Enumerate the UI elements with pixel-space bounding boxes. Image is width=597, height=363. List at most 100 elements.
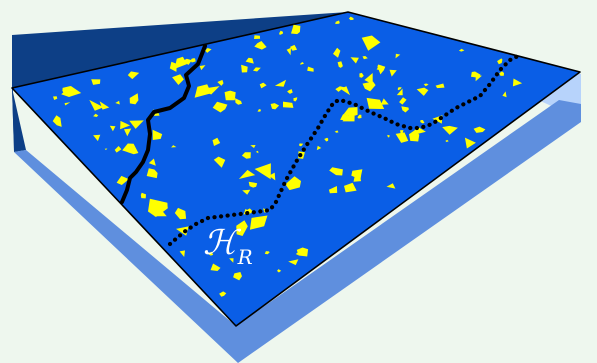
yellow-patch — [257, 109, 262, 112]
yellow-patch — [362, 56, 368, 60]
yellow-patch — [248, 181, 258, 188]
yellow-patch — [337, 61, 343, 68]
yellow-patch — [91, 79, 101, 85]
yellow-patch — [307, 66, 314, 72]
yellow-patch — [122, 143, 139, 155]
yellow-patch — [328, 186, 338, 194]
yellow-patch — [335, 86, 345, 92]
yellow-patch — [254, 35, 261, 39]
yellow-patch — [274, 79, 287, 87]
yellow-patch — [291, 24, 301, 35]
yellow-patch — [397, 87, 402, 91]
yellow-patch — [497, 58, 503, 65]
yellow-patch — [464, 137, 476, 149]
yellow-patch — [499, 71, 504, 76]
yellow-patch — [115, 100, 120, 105]
yellow-patch — [270, 103, 280, 110]
yellow-patch — [343, 107, 358, 117]
yellow-patch — [283, 101, 294, 108]
yellow-patch — [154, 209, 167, 217]
yellow-patch — [52, 115, 62, 127]
yellow-patch — [254, 41, 267, 50]
yellow-patch — [114, 146, 122, 153]
region-symbol: ℋ — [203, 223, 237, 263]
yellow-patch — [99, 101, 110, 110]
yellow-patch — [199, 86, 220, 95]
yellow-patch — [288, 259, 299, 266]
yellow-patch — [93, 134, 101, 142]
yellow-patch — [212, 137, 221, 146]
yellow-patch — [268, 172, 276, 181]
yellow-patch — [399, 97, 407, 105]
yellow-patch — [329, 167, 343, 176]
yellow-patch — [148, 198, 168, 217]
yellow-patch — [359, 72, 364, 78]
yellow-patch — [348, 16, 354, 21]
yellow-patch — [296, 247, 309, 257]
yellow-patch — [335, 20, 340, 24]
yellow-patch — [64, 102, 71, 106]
yellow-patch — [502, 91, 507, 98]
yellow-patch — [279, 30, 283, 35]
yellow-patch — [473, 126, 486, 133]
yellow-patch — [61, 86, 82, 97]
yellow-patch — [253, 67, 261, 72]
yellow-patch — [152, 129, 163, 140]
yellow-patch — [109, 125, 116, 132]
yellow-patch — [286, 47, 291, 56]
yellow-patch — [458, 48, 465, 52]
yellow-patch — [350, 57, 359, 64]
yellow-patch — [182, 58, 192, 65]
yellow-patch — [395, 53, 401, 59]
yellow-patch — [351, 169, 363, 180]
yellow-patch — [212, 101, 228, 113]
yellow-patch — [395, 132, 409, 143]
yellow-patch — [199, 65, 206, 71]
yellow-patch — [340, 86, 350, 96]
yellow-patch — [241, 152, 251, 159]
yellow-patch — [361, 35, 381, 51]
yellow-patch — [250, 145, 256, 148]
yellow-patch — [259, 82, 267, 89]
yellow-patch — [420, 120, 425, 124]
yellow-patch — [333, 47, 341, 58]
yellow-patch — [124, 128, 132, 137]
yellow-patch — [219, 291, 227, 297]
yellow-patch — [104, 148, 108, 151]
yellow-patch — [277, 269, 282, 273]
yellow-patch — [129, 93, 139, 105]
yellow-patch — [140, 192, 146, 199]
yellow-patch — [235, 98, 242, 105]
yellow-patch — [442, 125, 458, 135]
yellow-patch — [172, 74, 184, 85]
yellow-patches — [52, 16, 523, 297]
yellow-patch — [409, 130, 420, 142]
solid-crossing-path — [120, 44, 207, 204]
yellow-patch — [176, 226, 189, 236]
yellow-patch — [148, 158, 156, 166]
yellow-patch — [285, 176, 301, 191]
yellow-patch — [194, 84, 212, 98]
yellow-patch — [146, 168, 158, 179]
yellow-patch — [254, 163, 271, 180]
left-wall-lower — [12, 88, 26, 152]
yellow-patch — [400, 130, 404, 134]
yellow-patch — [210, 263, 221, 271]
yellow-patch — [242, 189, 251, 195]
yellow-patch — [171, 145, 177, 148]
yellow-patch — [324, 137, 329, 142]
yellow-patch — [174, 56, 187, 69]
yellow-patch — [401, 106, 409, 113]
yellow-patch — [127, 71, 140, 80]
yellow-patch — [380, 98, 389, 105]
yellow-patch — [208, 251, 214, 256]
yellow-patch — [89, 99, 104, 111]
yellow-patch — [224, 90, 236, 101]
yellow-patch — [213, 156, 226, 168]
yellow-patch — [249, 215, 268, 230]
yellow-patch — [179, 250, 185, 257]
yellow-patch — [366, 97, 385, 109]
yellow-patch — [512, 78, 523, 87]
yellow-patch — [238, 169, 256, 179]
